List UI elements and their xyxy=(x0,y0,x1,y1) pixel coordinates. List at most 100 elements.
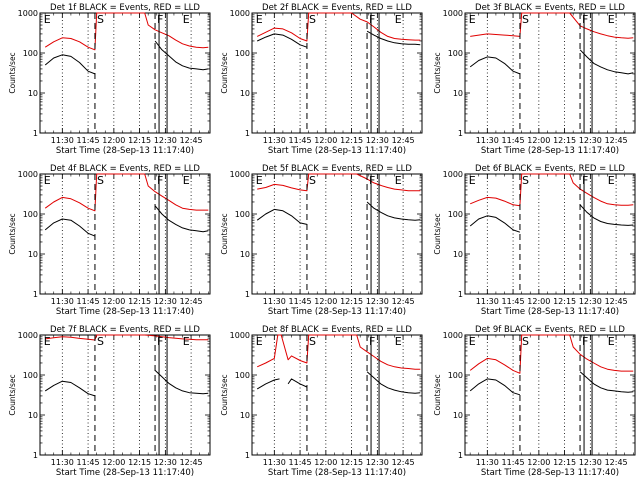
x-tick-label: 12:45 xyxy=(605,458,628,467)
marker-label-e: E xyxy=(395,174,402,187)
x-tick-label: 12:00 xyxy=(527,136,550,145)
x-tick-label: 12:30 xyxy=(579,297,602,306)
y-axis-label: Counts/sec xyxy=(433,213,442,254)
x-tick-label: 12:30 xyxy=(579,136,602,145)
series-line-red xyxy=(45,334,209,341)
plot-frame xyxy=(251,173,423,295)
x-tick-label: 12:30 xyxy=(154,458,177,467)
marker-label-f: F xyxy=(369,174,375,187)
marker-label-s: S xyxy=(309,335,316,348)
series-line-red xyxy=(469,334,634,374)
marker-label-e: E xyxy=(469,335,476,348)
y-tick-label: 1 xyxy=(458,129,463,138)
series-line-black xyxy=(44,205,209,237)
marker-label-f: F xyxy=(582,335,588,348)
marker-label-f: F xyxy=(369,13,375,26)
marker-label-f: F xyxy=(582,174,588,187)
x-axis-label: Start Time (28-Sep-13 11:17:40) xyxy=(56,146,194,156)
x-tick-label: 12:45 xyxy=(392,458,415,467)
series-line-red xyxy=(470,173,634,207)
y-tick-label: 1 xyxy=(458,451,463,460)
x-tick-label: 12:45 xyxy=(605,297,628,306)
x-tick-label: 12:15 xyxy=(553,297,576,306)
marker-label-e: E xyxy=(183,335,190,348)
x-axis-label: Start Time (28-Sep-13 11:17:40) xyxy=(481,307,619,317)
x-tick-label: 12:15 xyxy=(340,136,363,145)
y-tick-label: 1 xyxy=(33,451,38,460)
marker-label-e: E xyxy=(256,174,263,187)
y-tick-label: 1000 xyxy=(18,331,38,340)
x-tick-label: 12:15 xyxy=(553,458,576,467)
y-tick-label: 10 xyxy=(453,411,463,420)
marker-label-f: F xyxy=(582,13,588,26)
marker-label-s: S xyxy=(309,174,316,187)
y-tick-label: 10 xyxy=(453,89,463,98)
x-tick-label: 12:45 xyxy=(392,136,415,145)
series-line-black xyxy=(256,30,421,48)
x-tick-label: 11:30 xyxy=(263,297,286,306)
x-tick-label: 12:15 xyxy=(553,136,576,145)
x-tick-label: 12:15 xyxy=(340,297,363,306)
chart-panel-7: Det 7f BLACK = Events, RED = LLD 1 10 100 10… xyxy=(8,325,211,478)
x-tick-label: 12:00 xyxy=(527,297,550,306)
x-axis-label: Start Time (28-Sep-13 11:17:40) xyxy=(481,468,619,478)
x-axis-label: Start Time (28-Sep-13 11:17:40) xyxy=(268,307,406,317)
plot-frame xyxy=(251,12,423,134)
x-tick-label: 12:15 xyxy=(128,458,151,467)
y-tick-label: 100 xyxy=(235,210,250,219)
chart-title: Det 5f BLACK = Events, RED = LLD xyxy=(262,164,412,174)
x-tick-label: 11:30 xyxy=(476,297,499,306)
x-tick-label: 11:30 xyxy=(51,297,74,306)
x-axis-label: Start Time (28-Sep-13 11:17:40) xyxy=(268,468,406,478)
x-tick-label: 11:45 xyxy=(77,458,100,467)
x-tick-label: 12:45 xyxy=(180,297,203,306)
plot-frame xyxy=(464,173,636,295)
marker-label-s: S xyxy=(97,335,104,348)
x-axis-label: Start Time (28-Sep-13 11:17:40) xyxy=(268,146,406,156)
chart-title: Det 8f BLACK = Events, RED = LLD xyxy=(262,325,412,335)
y-tick-label: 1 xyxy=(33,129,38,138)
y-axis-label: Counts/sec xyxy=(433,374,442,415)
marker-label-e: E xyxy=(44,335,51,348)
x-tick-label: 12:00 xyxy=(314,136,337,145)
marker-label-e: E xyxy=(256,335,263,348)
plot-frame xyxy=(464,334,636,456)
y-axis-label: Counts/sec xyxy=(433,52,442,93)
x-tick-label: 12:00 xyxy=(102,136,125,145)
x-tick-label: 12:45 xyxy=(180,136,203,145)
x-tick-label: 11:30 xyxy=(476,458,499,467)
x-tick-label: 12:30 xyxy=(366,136,389,145)
chart-panel-1: Det 1f BLACK = Events, RED = LLD 1 10 100 10… xyxy=(8,3,211,156)
series-line-black xyxy=(44,40,209,75)
plot-frame xyxy=(464,12,636,134)
chart-title: Det 3f BLACK = Events, RED = LLD xyxy=(475,3,625,13)
chart-panel-9: Det 9f BLACK = Events, RED = LLD 1 10 100 10… xyxy=(433,325,636,478)
marker-label-e: E xyxy=(395,13,402,26)
y-tick-label: 10 xyxy=(240,89,250,98)
marker-label-e: E xyxy=(469,13,476,26)
y-axis-label: Counts/sec xyxy=(220,374,229,415)
series-line-black xyxy=(256,201,421,225)
chart-panel-8: Det 8f BLACK = Events, RED = LLD 1 10 100 10… xyxy=(220,325,423,478)
y-tick-label: 1000 xyxy=(230,331,250,340)
x-axis-label: Start Time (28-Sep-13 11:17:40) xyxy=(56,307,194,317)
series-line-red xyxy=(256,334,421,370)
marker-label-s: S xyxy=(522,174,529,187)
y-tick-label: 1 xyxy=(33,290,38,299)
y-tick-label: 1 xyxy=(245,129,250,138)
y-tick-label: 1000 xyxy=(443,170,463,179)
marker-label-e: E xyxy=(469,174,476,187)
x-tick-label: 12:00 xyxy=(314,297,337,306)
series-line-red xyxy=(470,12,634,39)
y-tick-label: 1000 xyxy=(443,9,463,18)
x-tick-label: 11:45 xyxy=(289,136,312,145)
marker-label-f: F xyxy=(157,335,163,348)
chart-panel-3: Det 3f BLACK = Events, RED = LLD 1 10 100 10… xyxy=(433,3,636,156)
chart-title: Det 7f BLACK = Events, RED = LLD xyxy=(50,325,200,335)
y-tick-label: 10 xyxy=(28,411,38,420)
y-tick-label: 1000 xyxy=(18,9,38,18)
chart-title: Det 6f BLACK = Events, RED = LLD xyxy=(475,164,625,174)
marker-label-f: F xyxy=(157,13,163,26)
series-line-red xyxy=(44,173,209,212)
